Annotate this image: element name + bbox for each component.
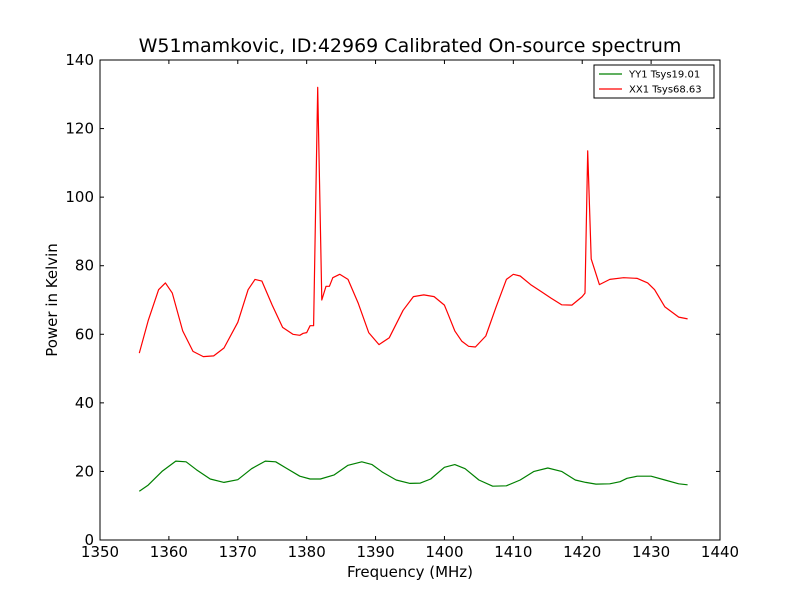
y-tick-label: 100: [65, 188, 94, 206]
y-axis-ticks: 0 20 40 60 80 100 120 140: [65, 51, 720, 549]
x-tick-label: 1380: [288, 543, 326, 561]
y-axis-title: Power in Kelvin: [43, 243, 61, 357]
x-tick-label: 1370: [219, 543, 257, 561]
x-tick-label: 1410: [494, 543, 532, 561]
legend-label-yy1: YY1 Tsys19.01: [628, 70, 700, 81]
legend: YY1 Tsys19.01 XX1 Tsys68.63: [593, 64, 715, 99]
x-tick-label: 1440: [701, 543, 739, 561]
y-tick-label: 20: [75, 462, 94, 480]
plot-area: [100, 60, 720, 540]
legend-label-xx1: XX1 Tsys68.63: [629, 85, 702, 96]
legend-box: [593, 64, 715, 99]
y-tick-label: 120: [65, 120, 94, 138]
y-tick-label: 80: [75, 257, 94, 275]
x-tick-label: 1400: [425, 543, 463, 561]
x-tick-label: 1390: [356, 543, 394, 561]
x-tick-label: 1420: [563, 543, 601, 561]
x-tick-label: 1350: [81, 543, 119, 561]
plot-frame: [99, 59, 721, 541]
series-line-1: [138, 86, 688, 358]
chart-title: W51mamkovic, ID:42969 Calibrated On-sour…: [139, 35, 682, 57]
x-tick-label: 1360: [150, 543, 188, 561]
series-line-0: [138, 460, 688, 492]
x-axis-ticks: 1350 1360 1370 1380 1390 1400 1410 1420 1430 1440: [81, 60, 739, 561]
y-tick-label: 60: [75, 325, 94, 343]
series-lines: [138, 86, 688, 492]
y-tick-label: 40: [75, 394, 94, 412]
x-axis-title: Frequency (MHz): [347, 563, 473, 581]
x-tick-label: 1430: [632, 543, 670, 561]
y-tick-label: 140: [65, 51, 94, 69]
y-tick-label: 0: [84, 531, 94, 549]
